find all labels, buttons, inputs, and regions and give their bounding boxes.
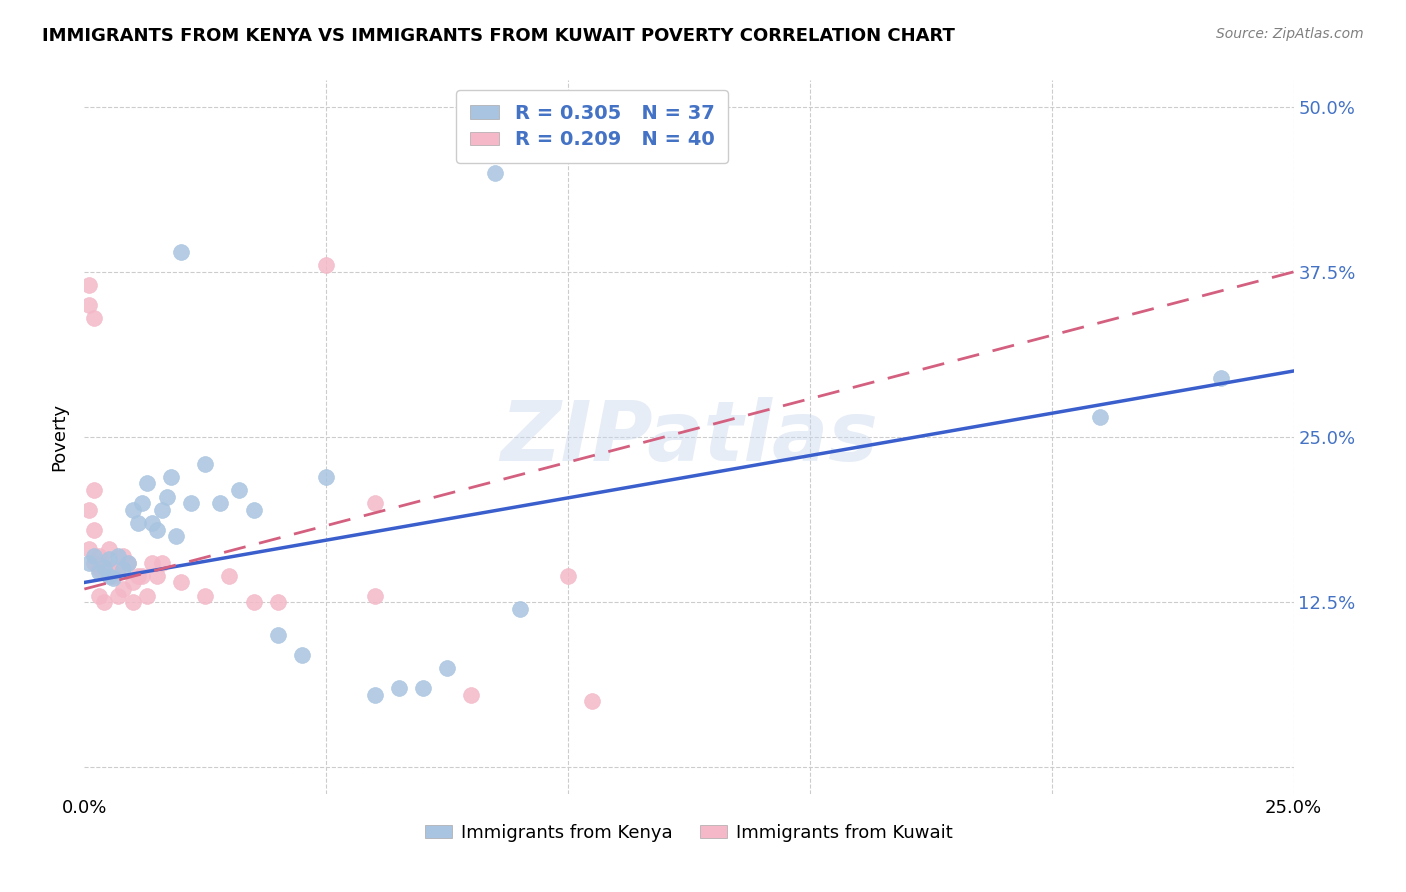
Point — [107, 549, 129, 563]
Point — [170, 575, 193, 590]
Point — [107, 562, 129, 576]
Point — [77, 298, 100, 312]
Point — [112, 562, 135, 576]
Point — [127, 516, 149, 530]
Point — [83, 483, 105, 497]
Point — [87, 589, 110, 603]
Point — [103, 569, 125, 583]
Point — [97, 569, 120, 583]
Point — [97, 542, 120, 557]
Point — [267, 628, 290, 642]
Text: IMMIGRANTS FROM KENYA VS IMMIGRANTS FROM KUWAIT POVERTY CORRELATION CHART: IMMIGRANTS FROM KENYA VS IMMIGRANTS FROM… — [42, 27, 955, 45]
Point — [155, 490, 177, 504]
Point — [136, 589, 159, 603]
Point — [194, 589, 217, 603]
Point — [242, 502, 264, 516]
Point — [112, 582, 135, 596]
Point — [460, 688, 482, 702]
Point — [136, 476, 159, 491]
Point — [83, 549, 105, 563]
Point — [83, 311, 105, 326]
Point — [242, 595, 264, 609]
Point — [117, 556, 139, 570]
Point — [170, 245, 193, 260]
Point — [208, 496, 231, 510]
Point — [87, 549, 110, 563]
Point — [165, 529, 187, 543]
Point — [388, 681, 411, 695]
Point — [315, 258, 337, 272]
Point — [218, 569, 240, 583]
Point — [150, 502, 173, 516]
Legend: Immigrants from Kenya, Immigrants from Kuwait: Immigrants from Kenya, Immigrants from K… — [418, 817, 960, 849]
Point — [117, 556, 139, 570]
Point — [93, 595, 115, 609]
Point — [484, 166, 506, 180]
Point — [83, 523, 105, 537]
Point — [146, 569, 169, 583]
Text: ZIPatlas: ZIPatlas — [501, 397, 877, 477]
Point — [180, 496, 202, 510]
Point — [160, 469, 183, 483]
Point — [97, 562, 120, 576]
Text: Source: ZipAtlas.com: Source: ZipAtlas.com — [1216, 27, 1364, 41]
Point — [93, 559, 115, 574]
Point — [121, 502, 143, 516]
Point — [107, 589, 129, 603]
Point — [581, 694, 603, 708]
Point — [77, 542, 100, 557]
Point — [436, 661, 458, 675]
Point — [146, 523, 169, 537]
Point — [127, 569, 149, 583]
Point — [194, 457, 217, 471]
Point — [141, 556, 163, 570]
Point — [315, 469, 337, 483]
Point — [1088, 410, 1111, 425]
Point — [363, 589, 385, 603]
Point — [363, 688, 385, 702]
Point — [363, 496, 385, 510]
Point — [267, 595, 290, 609]
Point — [509, 602, 531, 616]
Point — [83, 556, 105, 570]
Point — [103, 572, 125, 586]
Point — [87, 565, 110, 579]
Y-axis label: Poverty: Poverty — [51, 403, 69, 471]
Point — [150, 556, 173, 570]
Point — [141, 516, 163, 530]
Point — [291, 648, 314, 662]
Point — [77, 502, 100, 516]
Point — [97, 551, 120, 566]
Point — [131, 569, 153, 583]
Point — [87, 562, 110, 576]
Point — [112, 549, 135, 563]
Point — [121, 595, 143, 609]
Point — [121, 575, 143, 590]
Point — [77, 556, 100, 570]
Point — [93, 556, 115, 570]
Point — [412, 681, 434, 695]
Point — [77, 278, 100, 293]
Point — [557, 569, 579, 583]
Point — [131, 496, 153, 510]
Point — [228, 483, 250, 497]
Point — [1209, 370, 1232, 384]
